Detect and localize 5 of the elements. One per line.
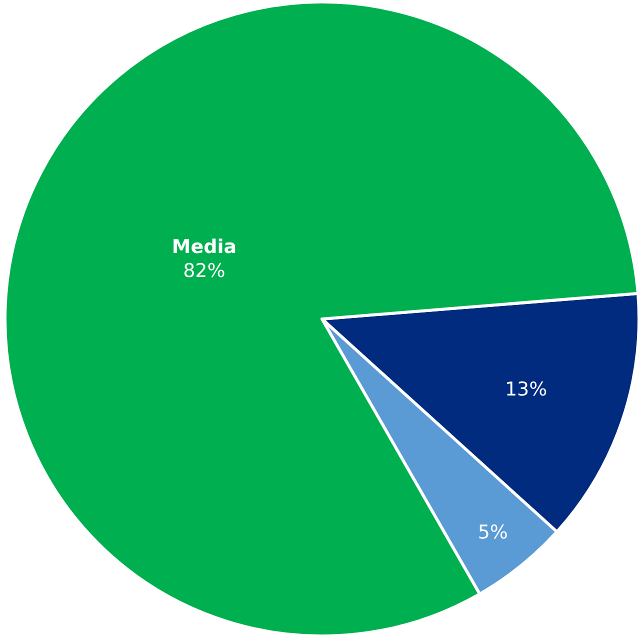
data-label: 82%: [183, 260, 226, 282]
data-label: 13%: [504, 378, 548, 400]
data-label: 5%: [478, 521, 508, 544]
slice-label: Media: [172, 236, 237, 258]
pie-slice: [4, 0, 640, 638]
